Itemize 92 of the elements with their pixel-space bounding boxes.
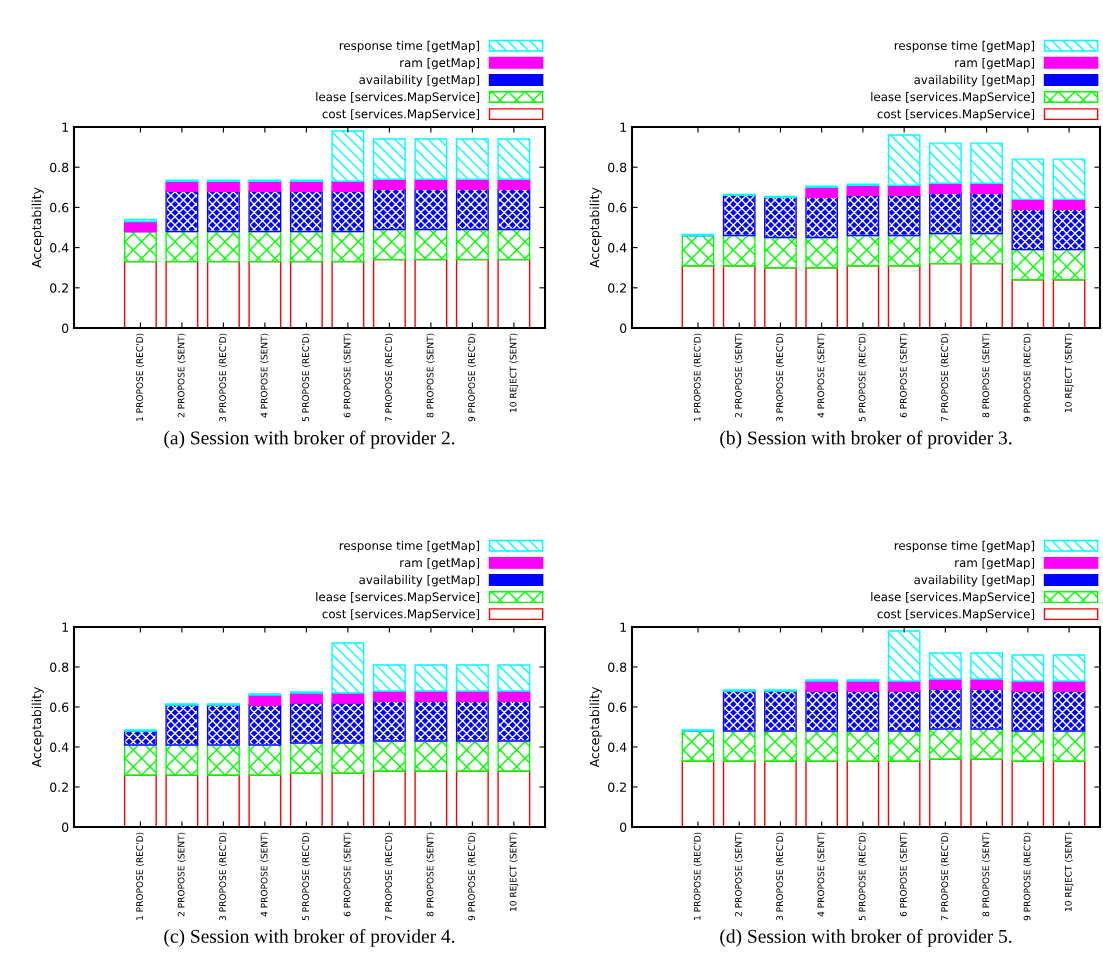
legend-label: cost [services.MapService] (322, 609, 480, 621)
y-axis-title: Acceptability (31, 686, 44, 768)
y-tick-label: 0.4 (608, 742, 627, 752)
y-tick-label: 1 (62, 122, 68, 132)
y-axis-title: Acceptability (31, 187, 44, 268)
x-tick-label: 3 PROPOSE (REC'D) (776, 333, 785, 422)
legend-label: ram [getMap] (955, 57, 1035, 70)
legend-label: lease [services.MapService] (871, 592, 1035, 604)
x-tick-label: 1 PROPOSE (REC'D) (693, 832, 702, 920)
x-tick-label: 5 PROPOSE (REC'D) (858, 832, 867, 921)
x-tick-label: 8 PROPOSE (SENT) (982, 333, 991, 418)
legend-label: response time [getMap] (894, 40, 1035, 53)
legend-label: availability [getMap] (359, 75, 480, 87)
x-tick-label: 2 PROPOSE (SENT) (177, 333, 186, 418)
legend-label: cost [services.MapService] (877, 109, 1035, 121)
x-tick-label: 4 PROPOSE (SENT) (260, 333, 269, 418)
x-tick-label: 10 REJECT (SENT) (509, 333, 519, 413)
x-tick-label: 4 PROPOSE (SENT) (260, 832, 269, 917)
text: (c) Session with broker of provider 4. (164, 928, 455, 947)
x-tick-label: 7 PROPOSE (REC'D) (941, 333, 950, 422)
x-tick-label: 7 PROPOSE (REC'D) (385, 832, 394, 921)
x-tick-label: 8 PROPOSE (SENT) (982, 832, 991, 917)
x-tick-label: 1 PROPOSE (REC'D) (136, 333, 145, 421)
x-tick-label: 9 PROPOSE (REC'D) (1023, 333, 1032, 422)
x-tick-label: 4 PROPOSE (SENT) (817, 333, 826, 418)
legend-label: ram [getMap] (400, 57, 480, 70)
x-tick-label: 2 PROPOSE (SENT) (734, 832, 743, 917)
legend-label: lease [services.MapService] (316, 592, 480, 604)
x-tick-label: 3 PROPOSE (REC'D) (219, 832, 228, 921)
y-axis-title: Acceptability (589, 686, 602, 768)
x-tick-label: 6 PROPOSE (SENT) (899, 832, 908, 917)
y-tick-label: 0.2 (50, 782, 68, 792)
y-tick-label: 1 (62, 622, 68, 632)
legend-label: response time [getMap] (339, 40, 480, 53)
x-tick-label: 6 PROPOSE (SENT) (899, 333, 908, 418)
text: (a) Session with broker of provider 2. (164, 430, 455, 449)
y-tick-label: 0.2 (50, 283, 68, 293)
y-axis-title: Acceptability (589, 187, 602, 268)
x-tick-label: 8 PROPOSE (SENT) (426, 832, 435, 917)
text: (b) Session with broker of provider 3. (720, 430, 1012, 449)
y-tick-label: 0 (620, 822, 627, 832)
legend-label: response time [getMap] (339, 540, 480, 553)
y-tick-label: 1 (620, 622, 626, 632)
x-tick-label: 2 PROPOSE (SENT) (734, 333, 743, 418)
y-tick-label: 0.4 (50, 243, 69, 253)
x-tick-label: 9 PROPOSE (REC'D) (468, 333, 477, 422)
y-tick-label: 0.8 (50, 162, 69, 173)
legend-label: availability [getMap] (359, 575, 480, 587)
y-tick-label: 0.4 (50, 742, 69, 752)
y-tick-label: 0 (62, 323, 69, 333)
y-tick-label: 0 (62, 822, 69, 832)
y-tick-label: 0.6 (50, 702, 69, 712)
x-tick-label: 2 PROPOSE (SENT) (177, 832, 186, 917)
y-tick-label: 0.8 (608, 162, 627, 173)
y-tick-label: 0.6 (50, 202, 69, 213)
x-tick-label: 6 PROPOSE (SENT) (343, 333, 352, 418)
legend-label: availability [getMap] (914, 575, 1035, 587)
x-tick-label: 3 PROPOSE (REC'D) (219, 333, 228, 422)
x-tick-label: 7 PROPOSE (REC'D) (385, 333, 394, 422)
x-tick-label: 3 PROPOSE (REC'D) (776, 832, 785, 921)
x-tick-label: 4 PROPOSE (SENT) (817, 832, 826, 917)
x-tick-label: 1 PROPOSE (REC'D) (136, 832, 145, 920)
y-tick-label: 0.8 (50, 662, 69, 672)
x-tick-label: 10 REJECT (SENT) (1064, 832, 1074, 912)
x-tick-label: 8 PROPOSE (SENT) (426, 333, 435, 418)
x-tick-label: 9 PROPOSE (REC'D) (468, 832, 477, 921)
x-tick-label: 5 PROPOSE (REC'D) (302, 333, 311, 422)
x-tick-label: 5 PROPOSE (REC'D) (302, 832, 311, 921)
y-tick-label: 0.2 (608, 283, 626, 293)
legend-label: ram [getMap] (955, 557, 1035, 570)
text: (d) Session with broker of provider 5. (720, 928, 1012, 947)
y-tick-label: 0.6 (608, 202, 627, 213)
x-tick-label: 10 REJECT (SENT) (1064, 333, 1074, 413)
x-tick-label: 6 PROPOSE (SENT) (343, 832, 352, 917)
y-tick-label: 0.6 (608, 702, 627, 712)
legend-label: cost [services.MapService] (322, 109, 480, 121)
y-tick-label: 1 (620, 122, 626, 132)
y-tick-label: 0 (620, 323, 627, 333)
legend-label: lease [services.MapService] (316, 92, 480, 104)
y-tick-label: 0.2 (608, 782, 626, 792)
x-tick-label: 10 REJECT (SENT) (509, 832, 519, 912)
legend-label: response time [getMap] (894, 540, 1035, 553)
x-tick-label: 1 PROPOSE (REC'D) (693, 333, 702, 421)
legend-label: availability [getMap] (914, 75, 1035, 87)
x-tick-label: 5 PROPOSE (REC'D) (858, 333, 867, 422)
legend-label: ram [getMap] (400, 557, 480, 570)
legend-label: cost [services.MapService] (877, 609, 1035, 621)
y-tick-label: 0.8 (608, 662, 627, 672)
y-tick-label: 0.4 (608, 243, 627, 253)
x-tick-label: 9 PROPOSE (REC'D) (1023, 832, 1032, 921)
legend-label: lease [services.MapService] (871, 92, 1035, 104)
x-tick-label: 7 PROPOSE (REC'D) (941, 832, 950, 921)
